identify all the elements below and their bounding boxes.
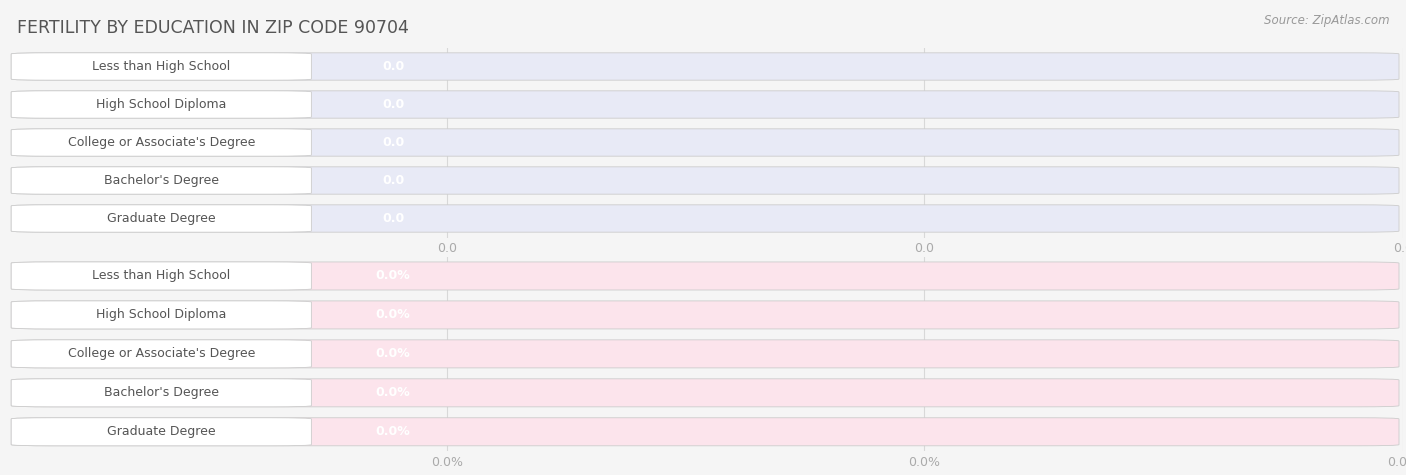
Text: High School Diploma: High School Diploma	[96, 308, 226, 322]
FancyBboxPatch shape	[11, 340, 1399, 368]
FancyBboxPatch shape	[11, 379, 1399, 407]
Text: 0.0: 0.0	[382, 136, 404, 149]
Text: College or Associate's Degree: College or Associate's Degree	[67, 136, 254, 149]
FancyBboxPatch shape	[11, 205, 1399, 232]
FancyBboxPatch shape	[11, 340, 311, 368]
Text: FERTILITY BY EDUCATION IN ZIP CODE 90704: FERTILITY BY EDUCATION IN ZIP CODE 90704	[17, 19, 409, 37]
Text: Graduate Degree: Graduate Degree	[107, 425, 215, 438]
Text: 0.0%: 0.0%	[430, 456, 463, 469]
Text: 0.0: 0.0	[382, 174, 404, 187]
Text: 0.0: 0.0	[914, 242, 935, 255]
FancyBboxPatch shape	[11, 418, 1399, 446]
Text: 0.0%: 0.0%	[1388, 456, 1406, 469]
FancyBboxPatch shape	[11, 53, 1399, 80]
Text: 0.0%: 0.0%	[375, 347, 411, 361]
Text: Less than High School: Less than High School	[93, 269, 231, 283]
FancyBboxPatch shape	[11, 301, 311, 329]
FancyBboxPatch shape	[11, 53, 311, 80]
FancyBboxPatch shape	[11, 129, 311, 156]
Text: 0.0: 0.0	[382, 212, 404, 225]
FancyBboxPatch shape	[11, 262, 1399, 290]
FancyBboxPatch shape	[11, 262, 311, 290]
FancyBboxPatch shape	[11, 205, 311, 232]
Text: 0.0: 0.0	[1393, 242, 1406, 255]
Text: 0.0%: 0.0%	[375, 308, 411, 322]
FancyBboxPatch shape	[11, 91, 311, 118]
FancyBboxPatch shape	[11, 91, 1399, 118]
Text: 0.0: 0.0	[382, 98, 404, 111]
Text: Source: ZipAtlas.com: Source: ZipAtlas.com	[1264, 14, 1389, 27]
Text: 0.0%: 0.0%	[375, 386, 411, 399]
Text: Graduate Degree: Graduate Degree	[107, 212, 215, 225]
Text: College or Associate's Degree: College or Associate's Degree	[67, 347, 254, 361]
FancyBboxPatch shape	[11, 167, 1399, 194]
Text: 0.0: 0.0	[382, 60, 404, 73]
Text: 0.0%: 0.0%	[375, 269, 411, 283]
Text: Less than High School: Less than High School	[93, 60, 231, 73]
Text: Bachelor's Degree: Bachelor's Degree	[104, 386, 219, 399]
FancyBboxPatch shape	[11, 167, 311, 194]
FancyBboxPatch shape	[11, 418, 311, 446]
Text: Bachelor's Degree: Bachelor's Degree	[104, 174, 219, 187]
Text: 0.0%: 0.0%	[908, 456, 941, 469]
Text: 0.0: 0.0	[437, 242, 457, 255]
FancyBboxPatch shape	[11, 129, 1399, 156]
FancyBboxPatch shape	[11, 379, 311, 407]
Text: 0.0%: 0.0%	[375, 425, 411, 438]
FancyBboxPatch shape	[11, 301, 1399, 329]
Text: High School Diploma: High School Diploma	[96, 98, 226, 111]
